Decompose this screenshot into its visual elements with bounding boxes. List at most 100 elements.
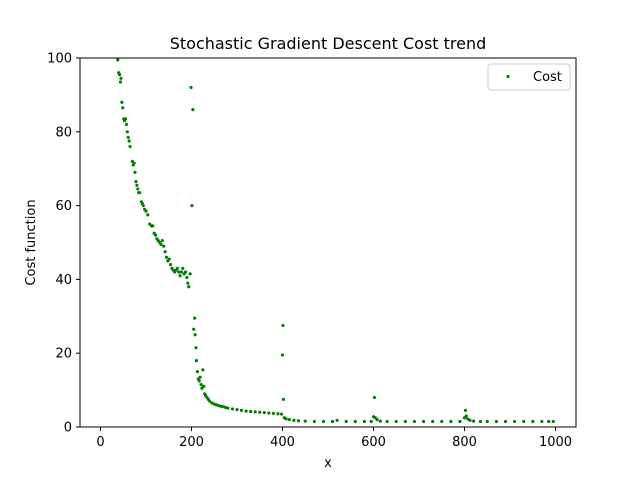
data-point bbox=[464, 414, 468, 418]
data-point bbox=[190, 204, 194, 208]
data-point bbox=[193, 316, 197, 320]
data-point bbox=[185, 275, 189, 280]
data-point bbox=[194, 346, 198, 350]
plot-points bbox=[116, 58, 555, 424]
data-point bbox=[378, 419, 382, 423]
data-point bbox=[531, 419, 535, 424]
data-point bbox=[296, 419, 301, 423]
data-point bbox=[120, 100, 124, 104]
data-point bbox=[208, 399, 212, 403]
data-point bbox=[132, 161, 136, 165]
data-point bbox=[181, 266, 185, 270]
data-point bbox=[431, 419, 435, 424]
data-point bbox=[189, 85, 193, 90]
data-point bbox=[226, 406, 230, 410]
data-point bbox=[344, 419, 348, 424]
data-point bbox=[135, 183, 139, 187]
data-point bbox=[121, 106, 125, 110]
y-tick-label: 40 bbox=[55, 273, 72, 288]
data-point bbox=[303, 419, 307, 423]
data-point bbox=[458, 419, 462, 424]
data-point bbox=[512, 419, 517, 424]
data-point bbox=[202, 384, 206, 389]
y-axis-ticks: 0 20 40 60 80 100 bbox=[47, 52, 80, 436]
chart-title: Stochastic Gradient Descent Cost trend bbox=[170, 34, 487, 53]
data-point bbox=[123, 117, 128, 121]
x-tick-label: 1000 bbox=[539, 435, 572, 450]
data-point bbox=[362, 419, 367, 424]
data-point bbox=[369, 419, 373, 424]
data-point bbox=[175, 266, 179, 270]
y-tick-label: 20 bbox=[55, 347, 72, 362]
data-point bbox=[126, 135, 130, 139]
data-point bbox=[281, 323, 285, 328]
data-point bbox=[253, 410, 257, 414]
data-point bbox=[394, 419, 398, 424]
data-point bbox=[312, 419, 316, 424]
data-point bbox=[186, 281, 190, 285]
data-point bbox=[193, 333, 197, 337]
data-point bbox=[230, 407, 235, 411]
x-tick-label: 400 bbox=[270, 435, 295, 450]
data-point bbox=[192, 327, 196, 331]
data-point bbox=[372, 395, 377, 400]
y-tick-label: 100 bbox=[47, 52, 72, 67]
data-point bbox=[403, 419, 407, 424]
data-point bbox=[540, 419, 544, 424]
data-point bbox=[287, 418, 291, 422]
data-point bbox=[466, 417, 470, 421]
data-point bbox=[159, 242, 163, 246]
data-point bbox=[178, 274, 182, 278]
data-point bbox=[127, 139, 131, 143]
data-point bbox=[335, 418, 339, 422]
data-point bbox=[194, 358, 199, 363]
data-point bbox=[284, 417, 288, 421]
data-point bbox=[191, 108, 195, 112]
data-point bbox=[133, 170, 137, 174]
data-point bbox=[151, 224, 155, 228]
data-point bbox=[281, 397, 286, 401]
data-point bbox=[440, 419, 444, 424]
legend-marker bbox=[506, 74, 510, 79]
data-point bbox=[167, 257, 171, 261]
legend-label-cost: Cost bbox=[533, 70, 562, 85]
data-point bbox=[258, 410, 262, 414]
data-point bbox=[522, 419, 526, 424]
x-axis-label: x bbox=[324, 456, 332, 471]
data-point bbox=[187, 285, 191, 289]
data-point bbox=[421, 419, 426, 424]
data-point bbox=[188, 272, 192, 276]
data-point bbox=[271, 411, 275, 415]
x-tick-label: 0 bbox=[96, 435, 104, 450]
data-point bbox=[494, 419, 498, 424]
y-tick-label: 60 bbox=[55, 199, 72, 214]
data-point bbox=[125, 130, 129, 134]
data-point bbox=[183, 270, 188, 274]
data-point bbox=[162, 244, 166, 248]
data-point bbox=[198, 375, 202, 379]
data-point bbox=[235, 408, 239, 412]
legend: Cost bbox=[487, 63, 571, 91]
data-point bbox=[197, 379, 201, 383]
x-tick-label: 200 bbox=[179, 435, 204, 450]
data-point bbox=[144, 209, 148, 213]
data-point bbox=[280, 353, 285, 357]
data-point bbox=[249, 409, 253, 414]
data-point bbox=[179, 270, 184, 274]
data-point bbox=[177, 270, 181, 274]
y-tick-label: 80 bbox=[55, 125, 72, 140]
y-tick-label: 0 bbox=[64, 421, 72, 436]
data-point bbox=[160, 239, 164, 243]
data-point bbox=[244, 409, 248, 413]
data-point bbox=[353, 419, 357, 424]
data-point bbox=[136, 187, 140, 191]
y-axis-label: Cost function bbox=[24, 199, 39, 285]
data-point bbox=[116, 58, 120, 62]
data-point bbox=[485, 419, 489, 424]
data-point bbox=[262, 411, 266, 415]
data-point bbox=[385, 419, 389, 424]
data-point bbox=[468, 418, 472, 422]
data-point bbox=[164, 255, 169, 259]
data-point bbox=[267, 411, 271, 415]
